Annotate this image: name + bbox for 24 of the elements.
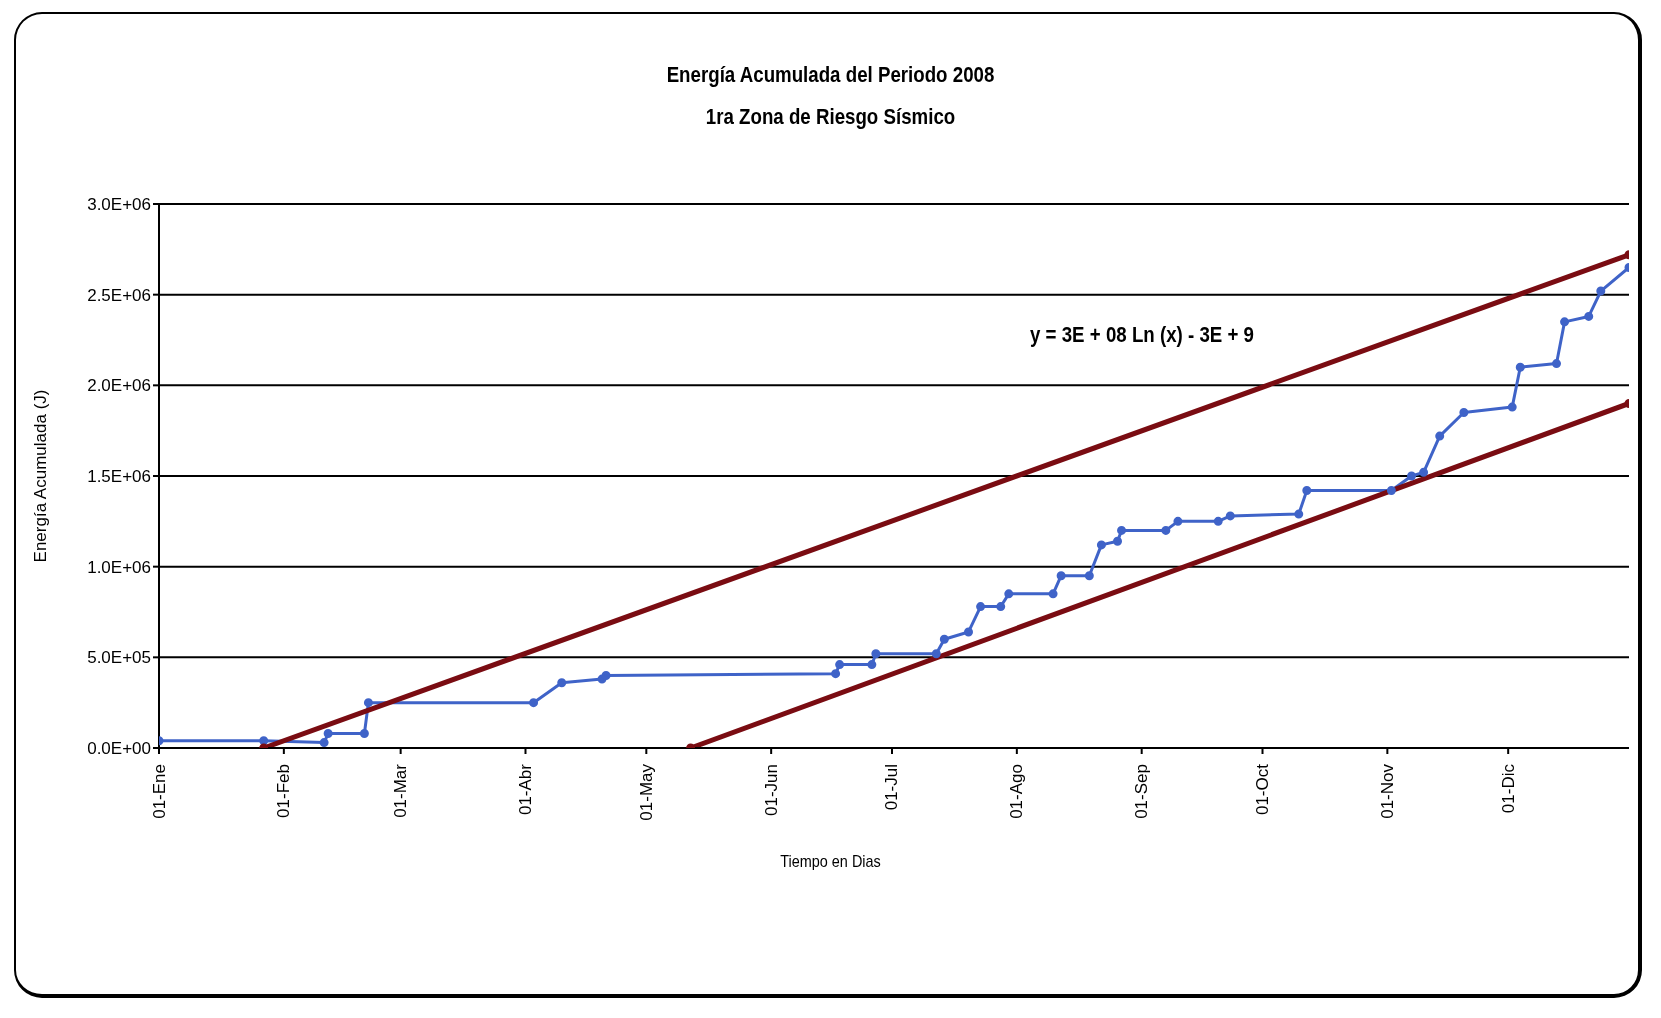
y-tick-label: 2.5E+06 — [87, 285, 151, 305]
y-axis-title: Energía Acumulada (J) — [31, 389, 51, 563]
x-axis-title: Tiempo en Dias — [779, 852, 882, 872]
x-tick-label: 01-Ago — [1007, 764, 1027, 819]
x-tick-label: 01-Ene — [149, 764, 169, 819]
x-tick-label: 01-Feb — [274, 764, 294, 818]
y-tick-label: 3.0E+06 — [87, 195, 151, 215]
x-tick-label: 01-Oct — [1253, 763, 1273, 816]
y-tick-label: 2.0E+06 — [87, 376, 151, 396]
annotation: y = 3E + 08 Ln (x) - 3E + 9 — [1030, 322, 1254, 348]
x-tick-label: 01-Abr — [515, 763, 535, 816]
y-tick-label: 0.0E+00 — [87, 739, 151, 759]
x-tick-label: 01-Jul — [882, 764, 902, 811]
y-tick-label: 1.0E+06 — [87, 557, 151, 577]
x-tick-label: 01-Jun — [761, 764, 781, 816]
x-tick-label: 01-Dic — [1498, 763, 1518, 814]
y-tick-label: 1.5E+06 — [87, 467, 151, 487]
chart-title: Energía Acumulada del Periodo 2008 — [665, 62, 996, 88]
y-tick-label: 5.0E+05 — [87, 648, 151, 668]
x-tick-label: 01-Nov — [1377, 763, 1397, 819]
chart-subtitle: 1ra Zona de Riesgo Sísmico — [704, 104, 957, 130]
x-tick-label: 01-Mar — [391, 763, 411, 818]
x-tick-label: 01-Sep — [1132, 764, 1152, 819]
x-tick-label: 01-May — [636, 763, 656, 821]
